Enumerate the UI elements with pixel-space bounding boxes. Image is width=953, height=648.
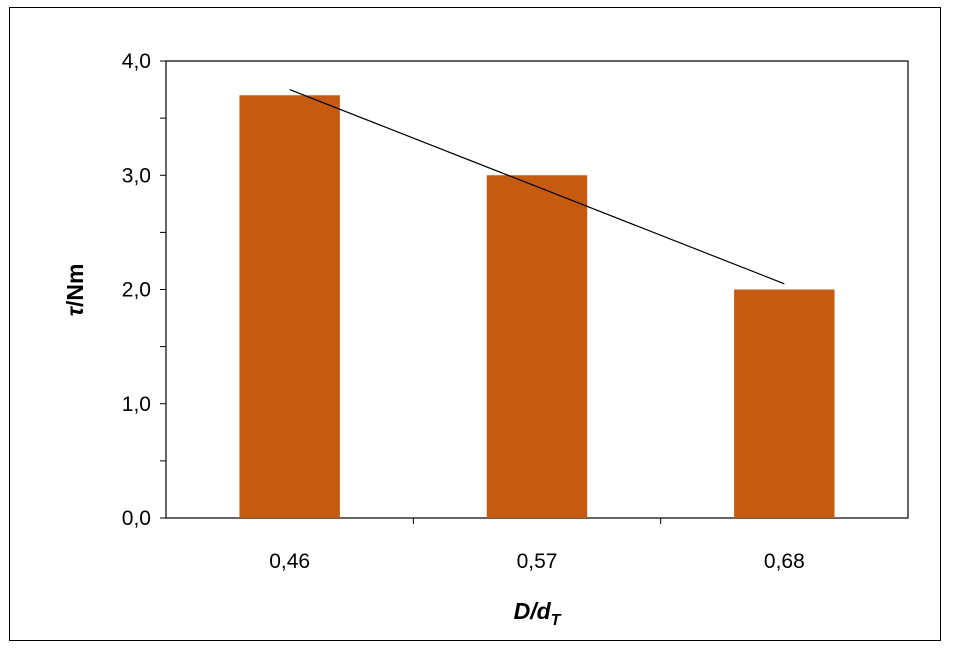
x-tick-label: 0,57	[517, 550, 558, 573]
trendline	[289, 89, 785, 285]
bar	[486, 175, 588, 518]
x-axis-main: D/d	[514, 598, 552, 624]
x-axis-subscript: T	[551, 612, 562, 629]
x-tick-label: 0,46	[269, 550, 310, 573]
trendline-group	[289, 89, 785, 285]
y-tick-label: 4,0	[122, 50, 151, 73]
y-axis-ticks: 0,0 1,0 2,0 3,0 4,0	[122, 50, 166, 530]
y-tick-label: 0,0	[122, 507, 151, 530]
bar	[239, 95, 340, 519]
x-tick-label: 0,68	[764, 550, 805, 573]
y-axis-title: τ/Nm	[62, 264, 88, 317]
y-axis-symbol: τ	[62, 305, 88, 316]
y-tick-label: 3,0	[122, 164, 151, 187]
bar	[734, 289, 835, 518]
y-axis-unit: /Nm	[62, 264, 88, 307]
y-tick-label: 2,0	[122, 279, 151, 302]
x-axis-ticks: 0,46 0,57 0,68	[269, 518, 805, 573]
bars	[239, 95, 835, 519]
y-tick-label: 1,0	[122, 393, 151, 416]
x-axis-title: D/dT	[514, 598, 562, 629]
